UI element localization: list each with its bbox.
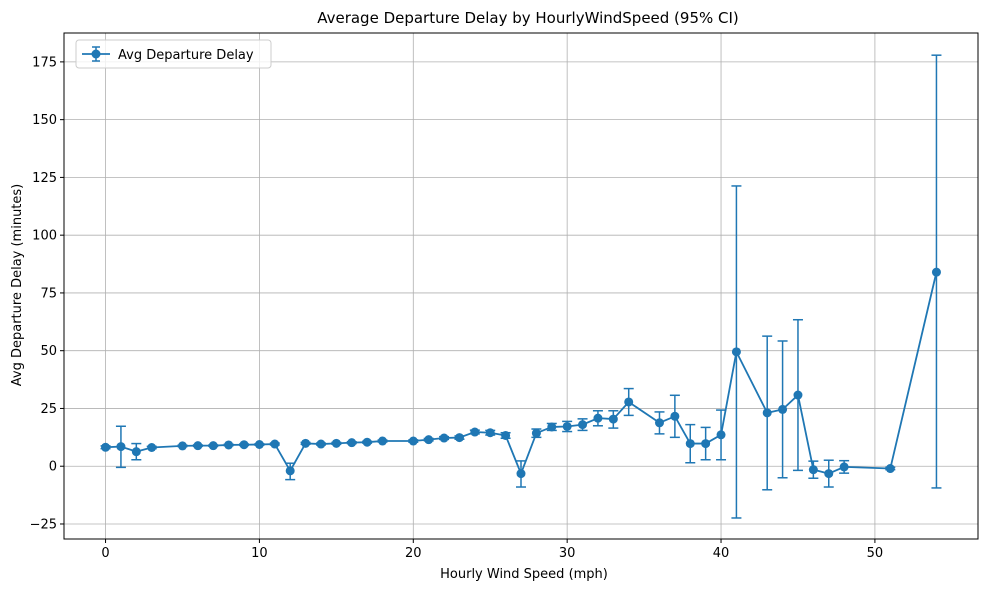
data-point	[793, 390, 803, 400]
data-point	[731, 347, 741, 357]
data-point	[547, 422, 557, 432]
data-point	[778, 404, 788, 414]
data-point	[331, 438, 341, 448]
data-point	[270, 439, 280, 449]
data-point	[224, 440, 234, 450]
data-point	[839, 462, 849, 472]
data-point	[254, 440, 264, 450]
data-point	[808, 465, 818, 475]
data-point	[408, 436, 418, 446]
data-point	[454, 433, 464, 443]
legend: Avg Departure Delay	[75, 39, 272, 69]
data-point	[101, 442, 111, 452]
data-point	[239, 440, 249, 450]
data-point	[301, 438, 311, 448]
data-point	[762, 408, 772, 418]
x-tick-label: 40	[713, 546, 730, 561]
data-point	[654, 418, 664, 428]
data-point	[685, 439, 695, 449]
data-point	[931, 267, 941, 277]
x-tick-label: 30	[559, 546, 576, 561]
data-point	[531, 428, 541, 438]
data-point	[193, 441, 203, 451]
data-point	[470, 427, 480, 437]
x-axis-ticks: 0 10 20 30 40 50	[101, 539, 883, 561]
y-tick-label: 0	[49, 460, 57, 475]
data-point	[131, 447, 141, 457]
x-tick-label: 50	[867, 546, 884, 561]
data-point	[670, 411, 680, 421]
data-point	[485, 428, 495, 438]
y-tick-label: 175	[32, 55, 57, 70]
data-point	[885, 464, 895, 474]
legend-marker-icon	[82, 46, 110, 62]
grid	[64, 33, 978, 539]
data-point	[624, 397, 634, 407]
data-point	[593, 413, 603, 423]
data-point	[378, 436, 388, 446]
data-point	[177, 441, 187, 451]
y-tick-label: 75	[40, 286, 57, 301]
data-point	[439, 433, 449, 443]
data-point	[208, 441, 218, 451]
y-tick-label: 25	[40, 402, 57, 417]
plot-frame	[63, 32, 979, 540]
data-point	[424, 435, 434, 445]
data-point	[608, 414, 618, 424]
y-axis-ticks: −25 0 25 50 75 100 125 150 175	[30, 55, 64, 532]
data-point	[501, 430, 511, 440]
x-tick-label: 20	[405, 546, 422, 561]
data-point	[316, 439, 326, 449]
x-axis-title: Hourly Wind Speed (mph)	[440, 567, 608, 582]
data-point	[516, 469, 526, 479]
y-tick-label: −25	[30, 517, 57, 532]
data-point	[116, 442, 126, 452]
chart-title: Average Departure Delay by HourlyWindSpe…	[317, 9, 739, 27]
y-tick-label: 150	[32, 113, 57, 128]
data-point	[824, 469, 834, 479]
y-tick-label: 50	[40, 344, 57, 359]
data-point	[147, 443, 157, 453]
y-tick-label: 100	[32, 229, 57, 244]
legend-label: Avg Departure Delay	[118, 48, 254, 63]
data-point	[285, 466, 295, 476]
data-markers	[101, 267, 941, 479]
data-point	[578, 420, 588, 430]
y-axis-title: Avg Departure Delay (minutes)	[10, 184, 25, 386]
x-tick-label: 10	[251, 546, 268, 561]
x-tick-label: 0	[101, 546, 109, 561]
y-tick-label: 125	[32, 171, 57, 186]
data-point	[362, 437, 372, 447]
legend-box	[75, 39, 272, 69]
data-point	[716, 430, 726, 440]
data-point	[701, 439, 711, 449]
data-point	[347, 438, 357, 448]
data-point	[562, 421, 572, 431]
